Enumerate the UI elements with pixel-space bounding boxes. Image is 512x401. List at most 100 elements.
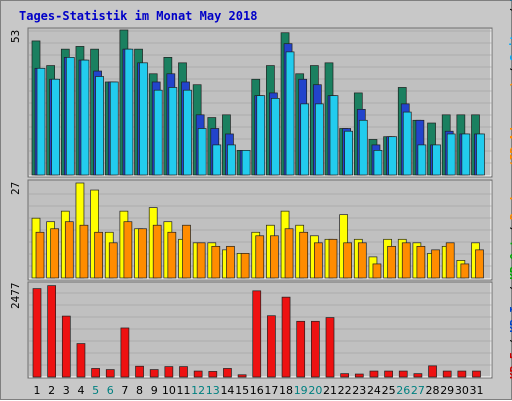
rechner-bar	[240, 253, 250, 279]
seiten-bar	[344, 130, 353, 176]
day-label: 15	[235, 384, 249, 397]
right-legend-part: /	[508, 220, 512, 240]
kbf-bar	[267, 315, 276, 378]
kbf-bar	[340, 373, 349, 378]
rechner-bar	[152, 224, 162, 279]
day-label: 25	[382, 384, 396, 397]
seiten-bar	[300, 103, 310, 176]
seiten-bar	[417, 144, 427, 176]
kbf-bar	[32, 288, 42, 378]
rechner-bar	[138, 228, 147, 279]
right-legend-part: Seiten	[508, 21, 512, 62]
seiten-bar	[51, 78, 61, 176]
kbf-bar	[369, 370, 379, 378]
kbf-bar	[296, 320, 306, 378]
rechner-bar	[387, 245, 396, 279]
day-label: 3	[63, 384, 70, 397]
day-label: 16	[250, 384, 264, 397]
day-label: 22	[338, 384, 352, 397]
kbf-bar	[413, 373, 423, 378]
kbf-bar	[47, 285, 57, 378]
rechner-bar	[196, 242, 206, 279]
kbf-bar	[252, 290, 262, 378]
day-label: 23	[352, 384, 366, 397]
kbf-bar	[237, 374, 247, 378]
day-label: 10	[162, 384, 176, 397]
rechner-bar	[372, 263, 382, 279]
right-legend: KB F / KB In / KB Out / Rechner (IP-Adre…	[508, 0, 512, 379]
seiten-bar	[80, 59, 90, 176]
right-legend-part: KB F	[508, 353, 512, 380]
rechner-bar	[182, 224, 191, 279]
rechner-bar	[270, 235, 279, 279]
day-label: 8	[136, 384, 143, 397]
rechner-bar	[431, 249, 440, 279]
rechner-bar	[94, 231, 103, 279]
rechner-bar	[475, 249, 484, 279]
seiten-bar	[315, 103, 324, 176]
rechner-bar	[460, 263, 470, 279]
kbf-bar	[398, 370, 408, 378]
rechner-bar	[401, 242, 411, 279]
kbf-bar	[61, 315, 71, 378]
seiten-bar	[212, 144, 222, 176]
day-label: 1	[34, 384, 41, 397]
rechner-bar	[79, 224, 89, 279]
rechner-bar	[64, 221, 74, 279]
rechner-bar	[211, 245, 221, 279]
day-label: 18	[279, 384, 293, 397]
day-label: 19	[294, 384, 308, 397]
right-legend-part: Rechner (IP-Adressen)	[508, 80, 512, 220]
day-label: 27	[411, 384, 425, 397]
day-label: 26	[396, 384, 410, 397]
visits-panel-max-label: 27	[9, 182, 22, 195]
kbf-bar	[384, 370, 393, 378]
seiten-bar	[256, 95, 266, 176]
seiten-bar	[168, 87, 178, 176]
day-label: 30	[455, 384, 469, 397]
day-label: 2	[48, 384, 55, 397]
day-label: 31	[470, 384, 484, 397]
rechner-bar	[255, 235, 265, 279]
kbf-bar	[179, 366, 188, 378]
day-label: 4	[77, 384, 84, 397]
kbf-bar	[193, 370, 203, 378]
rechner-bar	[416, 245, 426, 279]
day-label: 11	[177, 384, 191, 397]
kbf-bar	[311, 320, 320, 378]
day-label: 9	[151, 384, 158, 397]
day-label: 12	[191, 384, 205, 397]
kbf-panel-max-label: 2477	[9, 283, 22, 310]
rechner-bar	[123, 221, 133, 279]
day-label: 29	[440, 384, 454, 397]
seiten-bar	[476, 133, 485, 176]
seiten-bar	[388, 136, 397, 176]
rechner-bar	[299, 231, 309, 279]
kbf-bar	[135, 365, 144, 378]
rechner-bar	[35, 231, 45, 279]
kbf-bar	[76, 343, 86, 378]
day-label: 13	[206, 384, 220, 397]
kbf-bar	[91, 368, 100, 378]
kbf-bar	[325, 317, 335, 378]
rechner-bar	[226, 245, 235, 279]
rechner-bar	[167, 231, 177, 279]
kbf-bar	[164, 366, 174, 378]
requests-panel-max-label: 53	[9, 30, 22, 43]
rechner-bar	[357, 242, 367, 279]
right-legend-part: KB Out	[508, 239, 512, 280]
day-label: 6	[107, 384, 114, 397]
seiten-bar	[65, 57, 75, 176]
kbf-bar	[281, 296, 291, 378]
seiten-bar	[358, 119, 368, 176]
day-label: 20	[308, 384, 322, 397]
seiten-bar	[153, 89, 163, 176]
right-legend-part: /	[508, 61, 512, 81]
seiten-bar	[461, 133, 471, 176]
seiten-bar	[446, 133, 456, 176]
seiten-bar	[227, 144, 236, 176]
day-label: 7	[121, 384, 128, 397]
rechner-bar	[445, 242, 455, 279]
rechner-bar	[328, 238, 338, 279]
